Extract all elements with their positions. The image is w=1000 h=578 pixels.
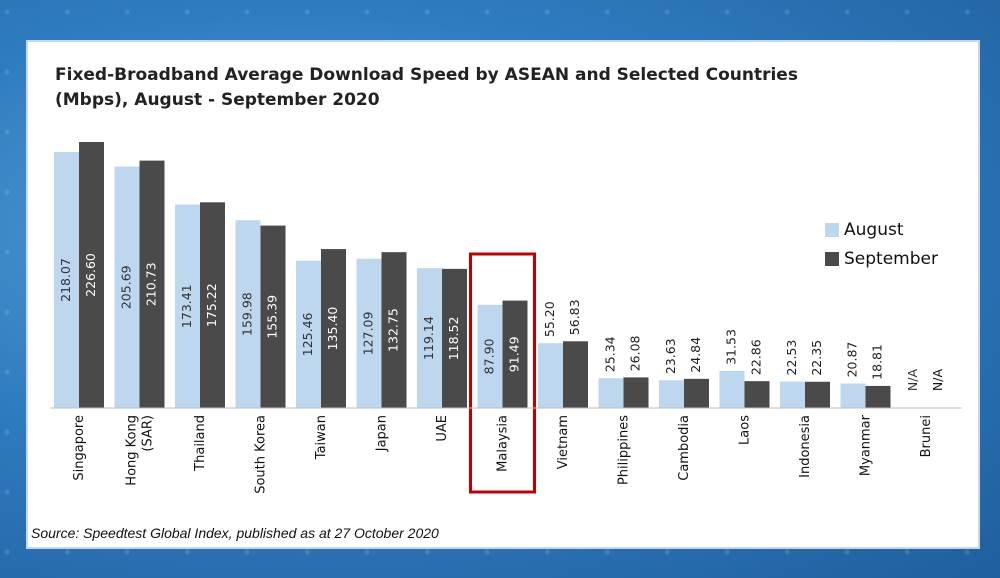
bar-taiwan-september (321, 249, 346, 408)
bar-hong-kong-sar-august (114, 166, 140, 408)
bar-chart: Fixed-Broadband Average Download Speed b… (31, 65, 962, 541)
value-label-malaysia-august: 87.90 (482, 338, 497, 374)
value-label-singapore-august: 218.07 (58, 258, 73, 302)
bar-south-korea-august (235, 220, 261, 408)
value-label-cambodia-august: 23.63 (663, 338, 678, 374)
bar-singapore-september (79, 141, 104, 408)
bar-vietnam-september (563, 341, 588, 408)
category-label-laos: Laos (738, 415, 753, 445)
source-note: Source: Speedtest Global Index, publishe… (31, 525, 439, 541)
bar-philippines-august (598, 378, 624, 408)
legend-label-september: September (844, 249, 938, 269)
category-label-south-korea: South Korea (254, 415, 269, 494)
category-label-malaysia: Malaysia (496, 415, 511, 472)
value-label-brunei-september: N/A (930, 369, 945, 392)
category-label-indonesia: Indonesia (798, 415, 813, 478)
value-label-uae-september: 118.52 (446, 317, 461, 361)
legend: August September (825, 220, 938, 269)
legend-swatch-september (825, 252, 839, 266)
bar-cambodia-august (659, 380, 684, 408)
bar-japan-august (356, 258, 382, 408)
category-label-hong-kong-sar: Hong Kong(SAR) (125, 415, 156, 486)
bar-south-korea-september (260, 225, 286, 408)
bar-cambodia-september (684, 378, 709, 408)
bar-hong-kong-sar-september (139, 160, 165, 408)
bar-japan-september (381, 252, 407, 408)
bar-uae-september (442, 268, 467, 408)
bar-singapore-august (54, 152, 79, 408)
value-label-taiwan-september: 135.40 (325, 307, 340, 351)
category-label-philippines: Philippines (617, 415, 632, 485)
value-label-vietnam-august: 55.20 (542, 301, 557, 337)
value-label-cambodia-september: 24.84 (688, 337, 703, 373)
chart-title: Fixed-Broadband Average Download Speed b… (55, 65, 798, 85)
category-label-cambodia: Cambodia (677, 415, 692, 481)
bar-philippines-september (623, 377, 649, 408)
category-label-vietnam: Vietnam (556, 415, 571, 469)
value-label-thailand-september: 175.22 (204, 283, 219, 327)
value-label-singapore-september: 226.60 (83, 253, 98, 297)
category-label-singapore: Singapore (72, 415, 87, 481)
category-label-japan: Japan (375, 415, 390, 452)
chart-panel: Fixed-Broadband Average Download Speed b… (26, 40, 980, 549)
value-label-philippines-september: 26.08 (628, 335, 643, 371)
legend-label-august: August (844, 220, 904, 240)
value-label-laos-september: 22.86 (749, 339, 764, 375)
value-label-south-korea-september: 155.39 (265, 295, 280, 339)
category-label-taiwan: Taiwan (314, 415, 329, 460)
bar-indonesia-august (780, 381, 805, 408)
category-label-brunei: Brunei (919, 415, 934, 457)
value-label-philippines-august: 25.34 (603, 336, 618, 372)
bar-myanmar-september (865, 385, 891, 408)
value-label-south-korea-august: 159.98 (240, 292, 255, 336)
value-label-japan-september: 132.75 (386, 308, 401, 352)
category-label-thailand: Thailand (193, 415, 208, 472)
bar-taiwan-august (296, 260, 321, 408)
value-label-taiwan-august: 125.46 (300, 312, 315, 356)
value-label-laos-august: 31.53 (724, 329, 739, 365)
bar-malaysia-august (477, 304, 503, 408)
value-label-malaysia-september: 91.49 (507, 336, 522, 372)
value-label-hong-kong-sar-august: 205.69 (119, 265, 134, 309)
bar-laos-august (719, 370, 745, 408)
chart-subtitle: (Mbps), August - September 2020 (55, 90, 380, 110)
bar-vietnam-august (538, 343, 563, 408)
bars-group: 218.07 226.60 Singapore 205.69 210.73 Hong Ko… (50, 141, 962, 494)
value-label-hong-kong-sar-september: 210.73 (144, 262, 159, 306)
value-label-myanmar-august: 20.87 (845, 342, 860, 378)
value-label-myanmar-september: 18.81 (870, 344, 885, 380)
value-label-vietnam-september: 56.83 (567, 299, 582, 335)
category-label-myanmar: Myanmar (859, 414, 874, 476)
bar-indonesia-september (805, 381, 830, 408)
value-label-indonesia-september: 22.35 (809, 340, 824, 376)
bar-laos-september (744, 381, 770, 408)
legend-swatch-august (825, 223, 839, 237)
bar-myanmar-august (840, 383, 866, 408)
value-label-japan-august: 127.09 (361, 311, 376, 355)
highlight-box-malaysia (469, 252, 536, 494)
category-label-uae: UAE (435, 415, 450, 442)
bar-thailand-september (200, 202, 225, 408)
value-label-uae-august: 119.14 (421, 316, 436, 360)
value-label-indonesia-august: 22.53 (784, 340, 799, 376)
value-label-brunei-august: N/A (905, 369, 920, 392)
bar-malaysia-september (502, 300, 528, 408)
bar-uae-august (417, 268, 442, 408)
bar-thailand-august (175, 204, 200, 408)
value-label-thailand-august: 173.41 (179, 284, 194, 328)
